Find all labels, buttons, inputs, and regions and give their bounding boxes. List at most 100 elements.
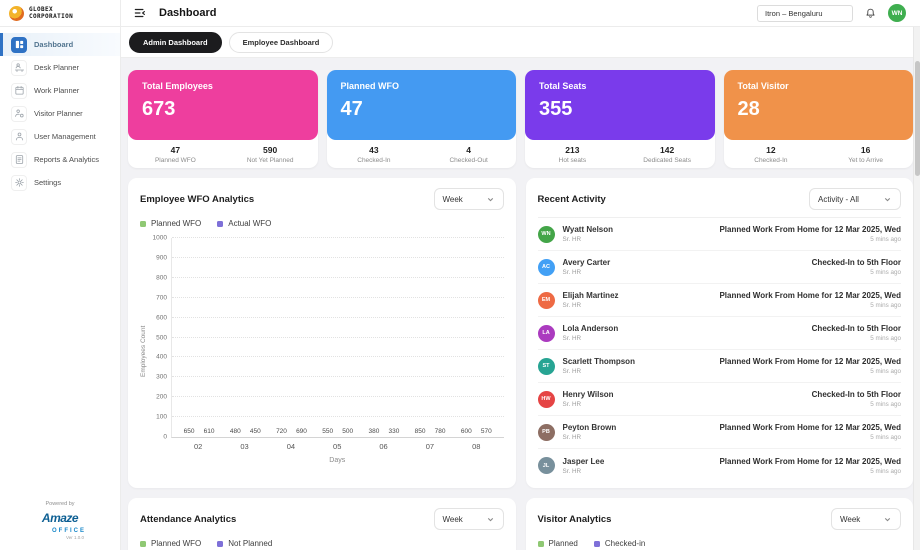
- activity-user-name: Henry Wilson: [562, 390, 614, 399]
- tab-employee-dashboard[interactable]: Employee Dashboard: [228, 31, 334, 53]
- chart-plot-area: 0 100 200 300 400 500 600 700 800 900 1000 650 610 48…: [153, 235, 504, 441]
- avatar: LA: [537, 324, 555, 342]
- top-header: Dashboard Itron – Bengaluru WN: [121, 0, 920, 27]
- gridline: [172, 276, 504, 278]
- substat-checked-in: 43 Checked-In: [327, 145, 422, 164]
- activity-list: WN Wyatt Nelson Sr. HR Planned Work From Ho…: [537, 218, 901, 482]
- substat-not-yet-planned: 590 Not Yet Planned: [223, 145, 318, 164]
- bar-value-label: 610: [203, 428, 215, 435]
- visitor-analytics-panel: Visitor Analytics Week Planned Checked-in: [525, 498, 913, 550]
- attendance-analytics-panel: Attendance Analytics Week Planned WFO Not…: [128, 498, 516, 550]
- activity-user-role: Sr. HR: [562, 302, 582, 309]
- legend-item-planned-wfo: Planned WFO: [140, 219, 201, 228]
- powered-by-block: Powered by Amaze OFFICE Ver 1.0.0: [0, 501, 120, 550]
- substat-value: 47: [170, 144, 181, 155]
- amaze-office-text: OFFICE: [52, 528, 86, 534]
- activity-action: Planned Work From Home for 12 Mar 2025, …: [719, 291, 901, 300]
- brand-line2: CORPORATION: [29, 13, 74, 20]
- activity-user-name: Elijah Martinez: [562, 291, 619, 300]
- sidebar-item-visitor-planner[interactable]: Visitor Planner: [0, 102, 120, 125]
- stat-card-header: Total Visitor 28: [723, 70, 913, 140]
- bar-value-label: 690: [296, 428, 307, 435]
- sidebar-item-reports-analytics[interactable]: Reports & Analytics: [0, 148, 120, 171]
- x-tick-label: 04: [286, 442, 296, 451]
- sidebar-item-user-management[interactable]: User Management: [0, 125, 120, 148]
- sidebar-item-settings[interactable]: Settings: [0, 171, 120, 194]
- wfo-week-dropdown[interactable]: Week: [433, 188, 504, 210]
- legend-swatch-icon: [140, 220, 146, 227]
- scrollbar[interactable]: [913, 27, 920, 550]
- tab-admin-dashboard[interactable]: Admin Dashboard: [129, 31, 222, 53]
- visitor-week-value: Week: [840, 514, 861, 524]
- sidebar-item-work-planner[interactable]: Work Planner: [0, 79, 120, 102]
- legend-label: Checked-in: [604, 539, 646, 548]
- bar-value-label: 330: [388, 428, 400, 435]
- bar-value-label: 720: [276, 428, 287, 435]
- visitor-week-dropdown[interactable]: Week: [831, 508, 901, 530]
- y-tick-label: 100: [156, 413, 167, 421]
- stat-card-title: Total Visitor: [737, 81, 789, 91]
- substat-label: Dedicated Seats: [643, 156, 691, 164]
- chevron-down-icon: [487, 197, 493, 201]
- activity-user-name: Wyatt Nelson: [562, 225, 614, 234]
- sidebar-item-desk-planner[interactable]: Desk Planner: [0, 56, 120, 79]
- brand-logo: GLOBEX CORPORATION: [0, 0, 120, 27]
- activity-timestamp: 5 mins ago: [870, 302, 901, 309]
- x-tick-label: 02: [194, 442, 203, 451]
- x-tick-label: 05: [333, 442, 342, 451]
- avatar: AC: [537, 258, 555, 276]
- chevron-down-icon: [884, 517, 891, 521]
- activity-user-name: Scarlett Thompson: [562, 357, 635, 366]
- activity-row-henry-wilson: HW Henry Wilson Sr. HR Checked-In to 5th Fl…: [537, 383, 901, 416]
- scrollbar-thumb[interactable]: [915, 61, 920, 176]
- stat-cards: Total Employees 673 47 Planned WFO 590 Not Ye…: [128, 70, 913, 168]
- sidebar-item-label: Settings: [34, 178, 62, 187]
- substat-value: 4: [466, 144, 471, 155]
- notification-bell-icon[interactable]: [864, 7, 877, 20]
- y-tick-label: 1000: [152, 234, 167, 242]
- activity-user-name: Peyton Brown: [562, 423, 617, 432]
- globex-logo-icon: [9, 5, 24, 21]
- stat-card-total-employees: Total Employees 673 47 Planned WFO 590 Not Ye…: [128, 70, 318, 168]
- attendance-chart-legend: Planned WFO Not Planned: [140, 539, 504, 548]
- user-avatar[interactable]: WN: [888, 4, 906, 22]
- activity-filter-dropdown[interactable]: Activity - All: [809, 188, 901, 210]
- wfo-analytics-title: Employee WFO Analytics: [140, 193, 255, 205]
- activity-user-role: Sr. HR: [562, 401, 582, 408]
- recent-activity-title: Recent Activity: [537, 193, 606, 205]
- legend-item-not-planned: Not Planned: [217, 539, 272, 548]
- bar-value-label: 450: [249, 428, 261, 435]
- activity-timestamp: 5 mins ago: [870, 236, 901, 243]
- legend-label: Planned WFO: [151, 539, 202, 548]
- wfo-chart-legend: Planned WFO Actual WFO: [140, 219, 504, 228]
- activity-action: Planned Work From Home for 12 Mar 2025, …: [719, 456, 901, 466]
- activity-user-role: Sr. HR: [562, 434, 582, 441]
- location-value: Itron – Bengaluru: [765, 8, 823, 18]
- substat-label: Checked-In: [754, 156, 788, 164]
- substat-label: Hot seats: [558, 156, 587, 164]
- attendance-week-value: Week: [442, 514, 463, 524]
- sidebar-item-dashboard[interactable]: Dashboard: [0, 33, 120, 56]
- bar-value-label: 600: [460, 428, 472, 435]
- y-tick-label: 200: [156, 393, 167, 401]
- substat-label: Not Yet Planned: [246, 156, 294, 164]
- substat-value: 142: [660, 144, 675, 155]
- activity-row-peyton-brown: PB Peyton Brown Sr. HR Planned Work From Ho…: [537, 416, 901, 449]
- avatar: EM: [537, 291, 555, 309]
- substat-dedicated-seats: 142 Dedicated Seats: [620, 145, 715, 164]
- avatar: JL: [537, 457, 555, 474]
- stat-card-value: 28: [737, 98, 760, 120]
- sidebar-item-label: Desk Planner: [34, 63, 80, 72]
- stat-card-header: Total Seats 355: [525, 70, 715, 140]
- stat-card-header: Total Employees 673: [128, 70, 318, 140]
- attendance-week-dropdown[interactable]: Week: [433, 508, 504, 530]
- location-selector[interactable]: Itron – Bengaluru: [757, 4, 853, 22]
- gridline: [172, 316, 504, 318]
- menu-fold-icon[interactable]: [133, 6, 147, 20]
- brand-line1: GLOBEX: [29, 5, 54, 13]
- activity-user-role: Sr. HR: [562, 467, 582, 475]
- gridline: [172, 256, 504, 258]
- sidebar-item-label: Reports & Analytics: [34, 155, 100, 164]
- activity-action: Planned Work From Home for 12 Mar 2025, …: [719, 357, 901, 366]
- gridline: [172, 356, 504, 358]
